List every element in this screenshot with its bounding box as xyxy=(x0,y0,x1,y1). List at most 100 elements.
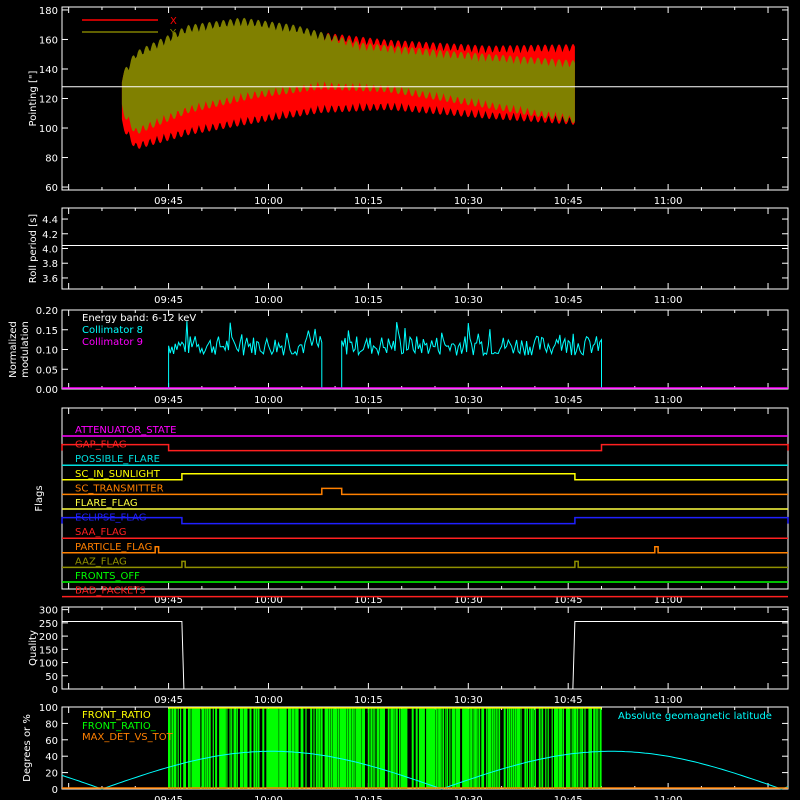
x-tick-label: 09:45 xyxy=(154,795,183,800)
front-ratio-green-bars xyxy=(168,708,602,789)
y-tick-label: 3.8 xyxy=(42,259,58,270)
x-tick-label: 11:00 xyxy=(654,196,683,207)
x-tick-label: 10:00 xyxy=(254,695,283,706)
x-tick-label: 10:15 xyxy=(354,196,383,207)
energy-band-annotation: Energy band: 6-12 keV xyxy=(82,313,196,324)
legend-label-collimator-9: Collimator 9 xyxy=(82,337,143,348)
x-tick-label: 10:15 xyxy=(354,595,383,606)
y-tick-label: 300 xyxy=(39,606,58,617)
y-tick-label: 4.4 xyxy=(42,215,58,226)
legend-label-x: X xyxy=(170,16,177,27)
flag-label: PARTICLE_FLAG xyxy=(75,542,152,553)
x-tick-label: 10:45 xyxy=(554,196,583,207)
y-tick-label: 80 xyxy=(45,154,58,165)
panel-1-frame xyxy=(61,207,789,290)
geomagnetic-latitude-line xyxy=(61,750,789,790)
y-tick-label: 0.20 xyxy=(36,306,58,317)
legend-label-max-det: MAX_DET_VS_TOT xyxy=(82,732,174,743)
legend-label-collimator-8: Collimator 8 xyxy=(82,325,143,336)
y-axis-label: Roll period [s] xyxy=(28,214,39,283)
flag-line xyxy=(62,560,788,569)
legend-label-y: Y xyxy=(169,28,177,39)
legend-label-front-ratio-2: FRONT_RATIO_ xyxy=(82,721,157,732)
x-tick-label: 09:45 xyxy=(154,196,183,207)
y-tick-label: 250 xyxy=(39,619,58,630)
y-tick-label: 60 xyxy=(45,183,58,194)
x-tick-label: 10:15 xyxy=(354,395,383,406)
flag-label: SC_TRANSMITTER xyxy=(75,483,164,494)
x-tick-label: 09:45 xyxy=(154,595,183,606)
y-tick-label: 40 xyxy=(45,752,58,763)
flag-label: FLARE_FLAG xyxy=(75,498,138,509)
x-tick-label: 11:00 xyxy=(654,795,683,800)
x-tick-label: 10:30 xyxy=(454,395,483,406)
y-tick-label: 150 xyxy=(39,645,58,656)
flag-label: BAD_PACKETS xyxy=(75,586,146,597)
y-axis-label: Degrees or % xyxy=(22,714,33,782)
x-tick-label: 09:45 xyxy=(154,395,183,406)
x-tick-label: 10:15 xyxy=(354,795,383,800)
y-tick-label: 100 xyxy=(39,124,58,135)
legend-label-front-ratio: FRONT_RATIO xyxy=(82,710,151,721)
x-tick-label: 10:30 xyxy=(454,196,483,207)
y-tick-label: 0.10 xyxy=(36,346,58,357)
flag-label: ATTENUATOR_STATE xyxy=(75,425,176,436)
x-tick-label: 10:00 xyxy=(254,595,283,606)
x-tick-label: 10:00 xyxy=(254,795,283,800)
x-tick-label: 10:30 xyxy=(454,295,483,306)
y-tick-label: 80 xyxy=(45,719,58,730)
flag-line xyxy=(62,473,788,481)
flag-line xyxy=(62,546,788,554)
y-tick-label: 50 xyxy=(45,672,58,683)
y-tick-label: 20 xyxy=(45,769,58,780)
panel-4-frame xyxy=(61,606,789,690)
x-tick-label: 11:00 xyxy=(654,595,683,606)
legend-label-geomagnetic-latitude: Absolute geomagnetic latitude xyxy=(618,711,772,722)
y-tick-label: 60 xyxy=(45,736,58,747)
x-tick-label: 10:45 xyxy=(554,595,583,606)
pointing-y-band xyxy=(121,17,575,134)
x-tick-label: 10:15 xyxy=(354,295,383,306)
y-tick-label: 4.2 xyxy=(42,230,58,241)
y-tick-label: 100 xyxy=(39,703,58,714)
y-tick-label: 100 xyxy=(39,659,58,670)
flag-label: SC_IN_SUNLIGHT xyxy=(75,469,161,480)
flag-line xyxy=(61,516,789,525)
flag-label: SAA_FLAG xyxy=(75,527,126,538)
y-tick-label: 4.0 xyxy=(42,245,58,256)
quality-line xyxy=(62,621,788,690)
x-tick-label: 10:45 xyxy=(554,395,583,406)
x-tick-label: 11:00 xyxy=(654,695,683,706)
x-tick-label: 10:00 xyxy=(254,295,283,306)
y-axis-label: Normalized xyxy=(8,321,19,378)
y-tick-label: 200 xyxy=(39,632,58,643)
y-tick-label: 180 xyxy=(39,6,58,17)
y-tick-label: 0.15 xyxy=(36,326,58,337)
x-tick-label: 10:30 xyxy=(454,695,483,706)
y-tick-label: 160 xyxy=(39,35,58,46)
x-tick-label: 10:45 xyxy=(554,695,583,706)
flag-line xyxy=(61,443,789,452)
x-tick-label: 10:30 xyxy=(454,795,483,800)
flag-label: POSSIBLE_FLARE xyxy=(75,454,160,465)
x-tick-label: 10:30 xyxy=(454,595,483,606)
y-axis-label: Pointing ["] xyxy=(28,70,39,126)
x-tick-label: 10:00 xyxy=(254,395,283,406)
x-tick-label: 09:45 xyxy=(154,695,183,706)
y-axis-label: Flags xyxy=(34,485,45,511)
y-tick-label: 0 xyxy=(52,685,58,696)
x-tick-label: 10:00 xyxy=(254,196,283,207)
flag-line xyxy=(62,487,788,496)
x-tick-label: 11:00 xyxy=(654,295,683,306)
panel-3-frame xyxy=(61,407,789,590)
panel-5-frame xyxy=(61,706,789,790)
x-tick-label: 10:15 xyxy=(354,695,383,706)
x-tick-label: 10:45 xyxy=(554,295,583,306)
y-tick-label: 3.6 xyxy=(42,274,58,285)
flag-label: AAZ_FLAG xyxy=(75,556,127,567)
collimator-8-segment xyxy=(341,322,602,389)
flag-label: FRONTS_OFF xyxy=(75,571,140,582)
y-tick-label: 0.00 xyxy=(36,385,58,396)
y-tick-label: 120 xyxy=(39,95,58,106)
